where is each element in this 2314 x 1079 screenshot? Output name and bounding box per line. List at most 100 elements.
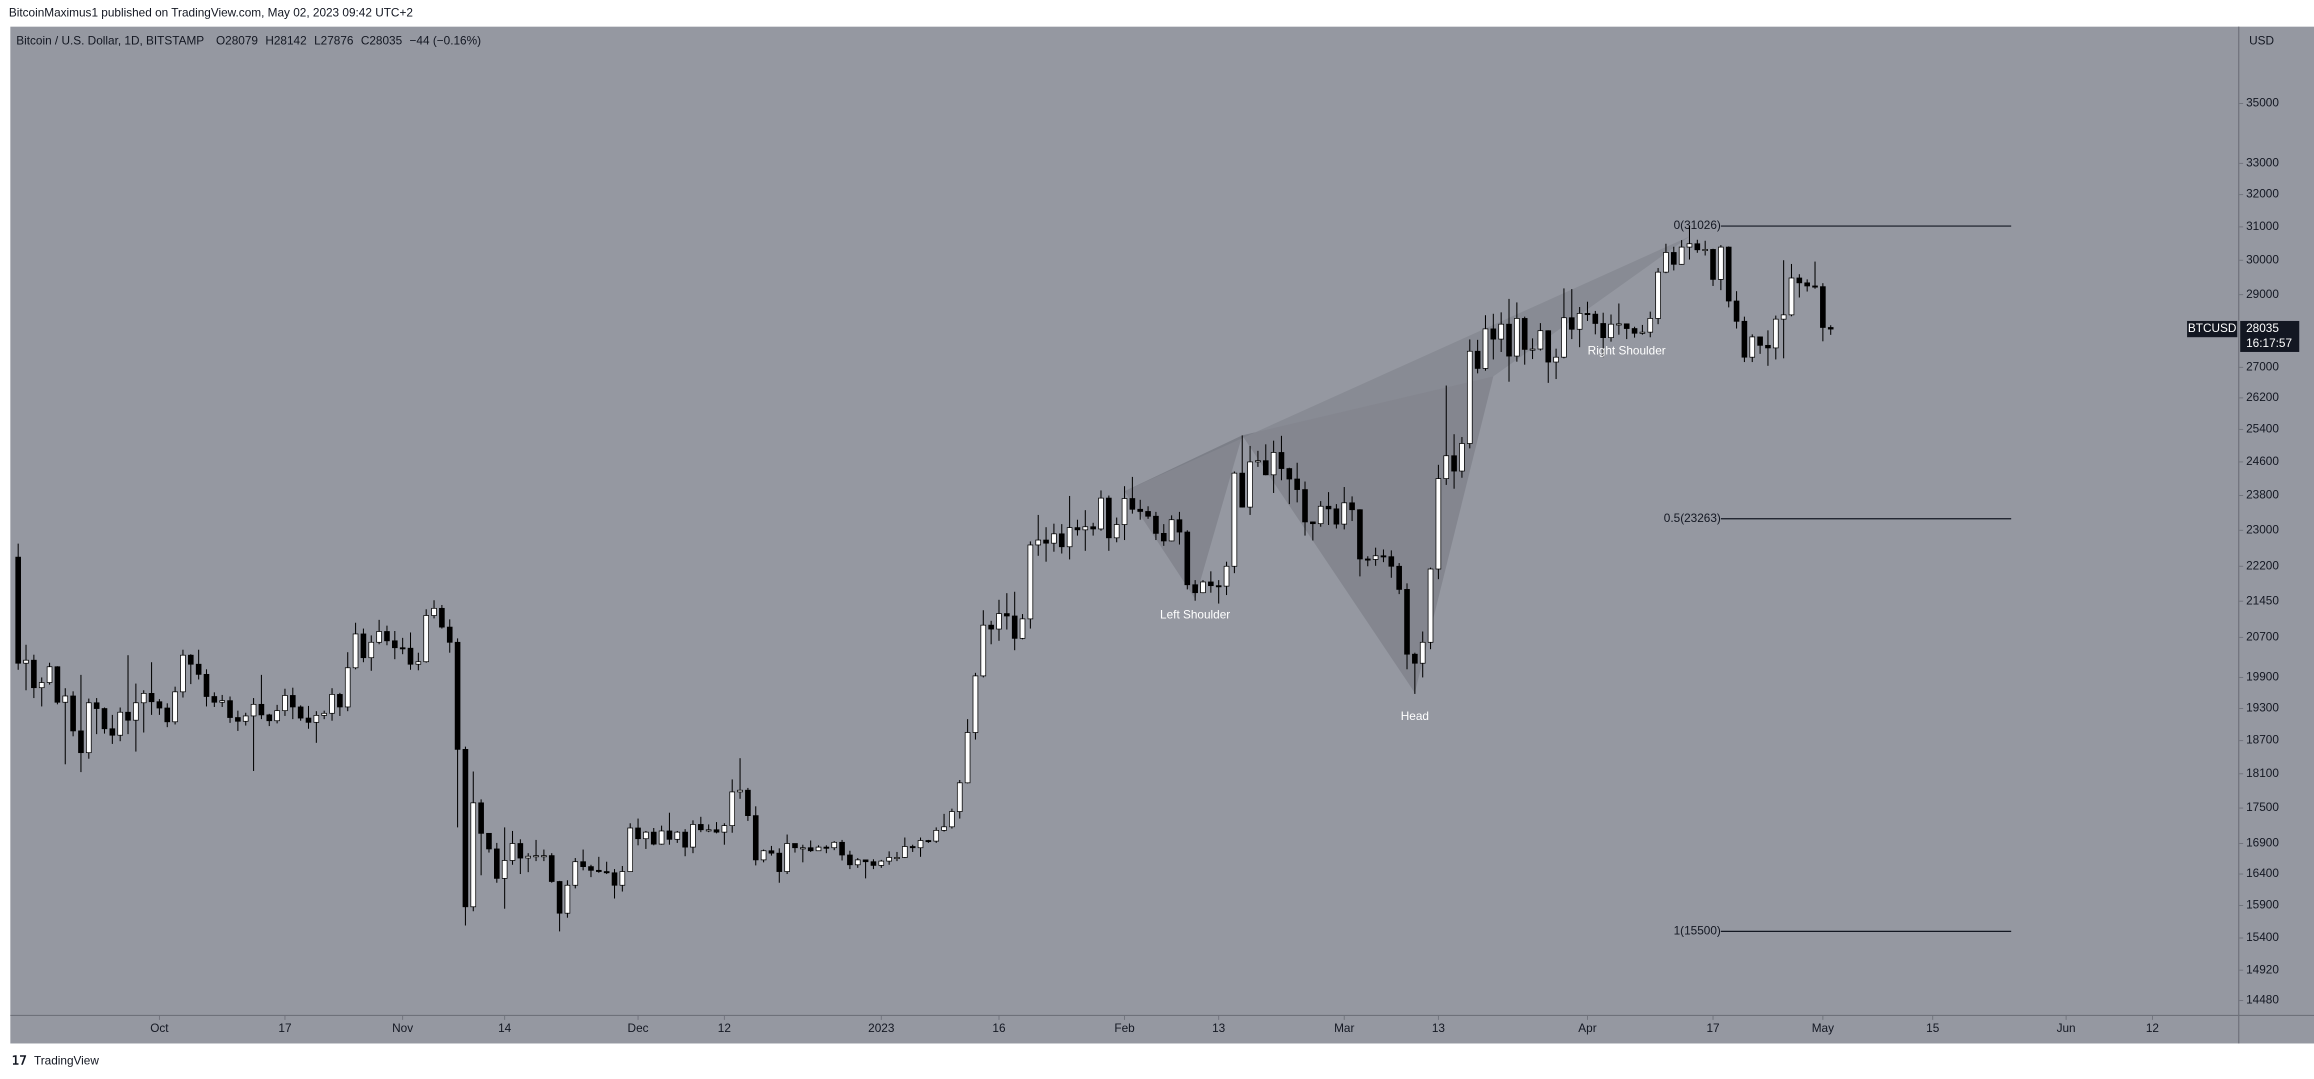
candle [478,799,484,876]
legend-header: Bitcoin / U.S. Dollar, 1D, BITSTAMP O2807… [16,34,481,48]
ohlc-value: 27876 [321,34,354,48]
candle [635,818,641,846]
candle-body [1529,348,1536,351]
candle [1498,312,1504,352]
candle-body [1474,350,1481,369]
x-tick-label: Feb [1114,1021,1135,1035]
y-tick-label: 19900 [2246,670,2279,684]
y-tick-label: 35000 [2246,96,2279,110]
candle-body [909,846,916,849]
candle-body [619,871,626,886]
candle [933,827,940,843]
candle-body [1490,328,1497,340]
candle [1004,593,1010,630]
candle-body [117,711,123,736]
candle [1341,487,1348,530]
candle [752,806,759,866]
candle [1584,301,1591,321]
x-tick-label: Mar [1334,1021,1354,1035]
candle-body [1027,544,1034,620]
candle [1647,311,1654,338]
candle-body [870,861,877,866]
candle-body [1011,615,1018,639]
candle [729,779,736,833]
y-tick-label: 14920 [2246,962,2279,976]
y-tick-label: 18100 [2246,766,2279,780]
candle-body [1168,519,1175,542]
candle [1490,313,1497,360]
candle [525,853,532,873]
candle-body [195,663,202,675]
candle [1419,631,1426,678]
candle [1011,591,1018,651]
candle-body [548,855,555,882]
candle-body [1827,327,1834,330]
candle-body [682,831,688,848]
candle-body [1302,489,1308,523]
candle-body [972,675,979,733]
candle [603,861,610,875]
candle [1090,522,1096,536]
candle [800,844,806,863]
y-tick-label: 33000 [2246,155,2279,169]
candle [572,858,579,889]
ohlc-label: O [216,34,225,48]
candle-body [1686,243,1693,248]
candle-body [1710,249,1716,280]
candle-body [698,824,704,831]
candle-body [1325,505,1332,510]
candle-body [1435,478,1442,570]
candle-body [1074,527,1081,531]
annotation: Right Shoulder [1588,343,1666,357]
candle [886,851,892,865]
candle-body [1537,330,1544,350]
candle [1537,323,1544,351]
candle [658,825,665,845]
y-tick-label: 27000 [2246,359,2279,373]
candle-body [219,700,225,703]
candle [682,829,688,857]
candle [62,688,69,765]
candle-body [297,706,304,719]
candle-body [1066,527,1073,548]
candle [1553,348,1559,380]
candle [1098,490,1104,531]
candle-body [666,830,673,840]
candle-body [635,827,641,840]
candle-body [1294,478,1300,490]
candle [1262,444,1269,476]
candle-body [1208,581,1214,587]
candle-body [1506,323,1512,357]
candle-body [1419,641,1426,664]
candle [564,880,571,918]
candle-body [360,633,367,659]
candle-body [431,607,437,616]
fib-label: 0.5(23263) [1664,511,1721,525]
symbol-tag-bg [2187,320,2238,338]
candle-body [1568,317,1575,330]
candle-body [392,640,398,649]
candle-body [894,857,900,859]
candle [70,691,76,737]
change: −44 (−0.16%) [410,34,482,48]
candle-body [321,712,327,716]
x-tick-label: Dec [628,1021,649,1035]
candle [556,880,563,932]
candle-body [831,841,838,849]
candle-body [203,673,210,697]
candle [1639,324,1646,335]
candle-body [140,693,147,704]
candle-body [823,846,830,849]
x-tick-label: 17 [278,1021,291,1035]
candle-body [235,717,241,722]
candle [1388,550,1395,578]
candle [1788,263,1795,317]
candle [1137,499,1144,520]
candle-body [156,701,163,709]
candle-body [572,861,579,886]
candle [352,622,359,670]
candle-body [650,831,657,845]
candle [949,808,955,829]
candle [588,864,594,878]
candle [1074,519,1081,536]
